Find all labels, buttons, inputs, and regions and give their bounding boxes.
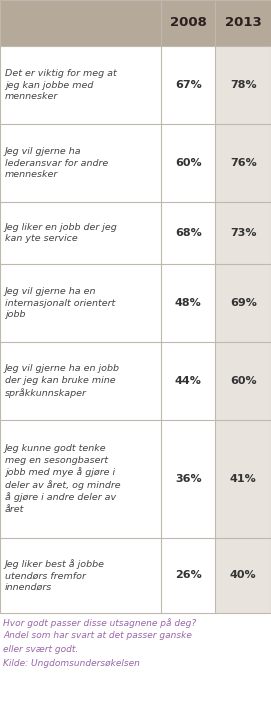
Text: 2008: 2008: [170, 16, 207, 30]
Text: 78%: 78%: [230, 80, 257, 90]
Bar: [0, 538, 215, 613]
Bar: [0, 0, 271, 46]
Bar: [0, 264, 215, 342]
Text: Jeg liker en jobb der jeg
kan yte service: Jeg liker en jobb der jeg kan yte servic…: [5, 223, 118, 244]
Text: 68%: 68%: [175, 228, 202, 238]
Text: Kilde: Ungdomsundersøkelsen: Kilde: Ungdomsundersøkelsen: [3, 658, 140, 668]
Text: Det er viktig for meg at
jeg kan jobbe med
mennesker: Det er viktig for meg at jeg kan jobbe m…: [5, 69, 117, 101]
Text: Jeg vil gjerne ha
lederansvar for andre
mennesker: Jeg vil gjerne ha lederansvar for andre …: [5, 147, 108, 179]
Bar: [0, 46, 215, 124]
Bar: [0, 420, 215, 538]
Text: 67%: 67%: [175, 80, 202, 90]
Text: 60%: 60%: [175, 158, 202, 168]
Bar: [0, 124, 215, 202]
Text: 44%: 44%: [175, 376, 202, 386]
Text: Jeg kunne godt tenke
meg en sesongbasert
jobb med mye å gjøre i
deler av året, o: Jeg kunne godt tenke meg en sesongbasert…: [5, 444, 121, 514]
Text: eller svært godt.: eller svært godt.: [3, 645, 78, 654]
Text: 40%: 40%: [230, 571, 257, 581]
Bar: [0, 342, 215, 420]
Bar: [215, 46, 271, 124]
Bar: [215, 264, 271, 342]
Text: 60%: 60%: [230, 376, 257, 386]
Text: Andel som har svart at det passer ganske: Andel som har svart at det passer ganske: [3, 632, 192, 641]
Text: Jeg vil gjerne ha en jobb
der jeg kan bruke mine
språkkunnskaper: Jeg vil gjerne ha en jobb der jeg kan br…: [5, 365, 120, 397]
Bar: [215, 202, 271, 264]
Text: 26%: 26%: [175, 571, 202, 581]
Text: Hvor godt passer disse utsagnene på deg?: Hvor godt passer disse utsagnene på deg?: [3, 618, 196, 628]
Text: 69%: 69%: [230, 298, 257, 308]
Bar: [215, 124, 271, 202]
Bar: [0, 0, 271, 613]
Text: Jeg vil gjerne ha en
internasjonalt orientert
jobb: Jeg vil gjerne ha en internasjonalt orie…: [5, 287, 115, 319]
Text: 76%: 76%: [230, 158, 257, 168]
Text: 2013: 2013: [225, 16, 262, 30]
Text: 73%: 73%: [230, 228, 256, 238]
Text: 48%: 48%: [175, 298, 202, 308]
Bar: [215, 342, 271, 420]
Text: Jeg liker best å jobbe
utendørs fremfor
innendørs: Jeg liker best å jobbe utendørs fremfor …: [5, 559, 105, 592]
Bar: [0, 202, 215, 264]
Text: 41%: 41%: [230, 474, 257, 484]
Bar: [215, 538, 271, 613]
Bar: [215, 420, 271, 538]
Text: 36%: 36%: [175, 474, 202, 484]
